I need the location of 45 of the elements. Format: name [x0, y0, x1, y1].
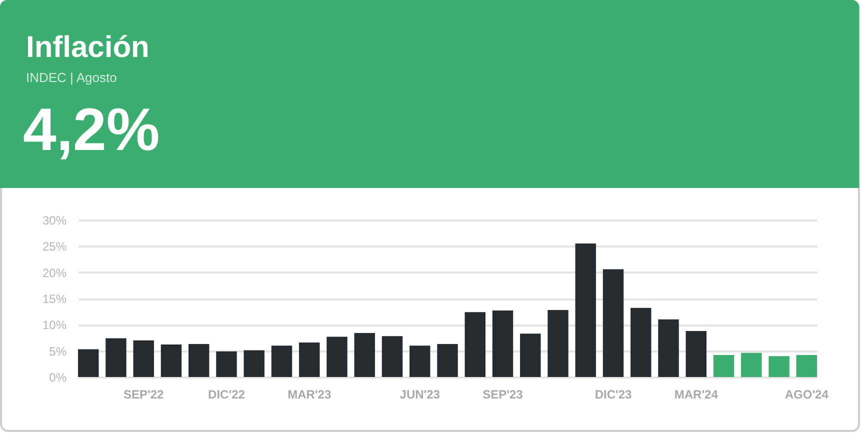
x-tick-label: JUN'23 [400, 388, 440, 402]
x-tick-label: DIC'22 [208, 388, 246, 402]
bar [768, 356, 790, 377]
y-tick-label: 20% [42, 266, 67, 280]
bar [271, 346, 292, 377]
bar [354, 333, 375, 377]
bar [78, 349, 99, 377]
bar [244, 350, 264, 377]
text: 4,2% [23, 96, 160, 163]
y-tick-label: 0% [49, 370, 67, 384]
x-tick-label: SEP'22 [124, 388, 164, 402]
bar [437, 344, 458, 377]
x-tick-label: DIC'23 [594, 388, 632, 402]
chart-subtitle: INDEC | Agosto [26, 70, 117, 85]
bar [520, 334, 541, 377]
bar [796, 355, 817, 377]
bar [464, 312, 486, 377]
bar [575, 244, 596, 377]
bar [188, 344, 210, 377]
bar [216, 351, 237, 377]
bar [299, 342, 320, 377]
chart-title: Inflación [26, 31, 150, 64]
bar [548, 310, 568, 377]
bar [106, 338, 126, 377]
y-tick-label: 15% [42, 292, 67, 306]
x-tick-label: AGO'24 [784, 388, 829, 402]
bar [686, 330, 706, 377]
y-tick-label: 10% [42, 318, 67, 332]
y-tick-label: 30% [42, 214, 67, 228]
bar [410, 346, 430, 377]
bar [741, 352, 762, 377]
bar [382, 336, 403, 377]
bar [133, 340, 154, 377]
bar [658, 319, 679, 377]
bar [630, 308, 652, 377]
bar [160, 344, 182, 377]
x-tick-label: MAR'24 [674, 388, 718, 402]
bar [326, 336, 348, 377]
x-tick-label: MAR'23 [288, 388, 332, 402]
bar [713, 355, 734, 377]
x-tick-label: SEP'23 [482, 388, 524, 402]
bar [492, 310, 514, 377]
y-tick-label: 5% [49, 344, 67, 358]
bar [602, 269, 624, 377]
y-tick-label: 25% [42, 240, 67, 254]
